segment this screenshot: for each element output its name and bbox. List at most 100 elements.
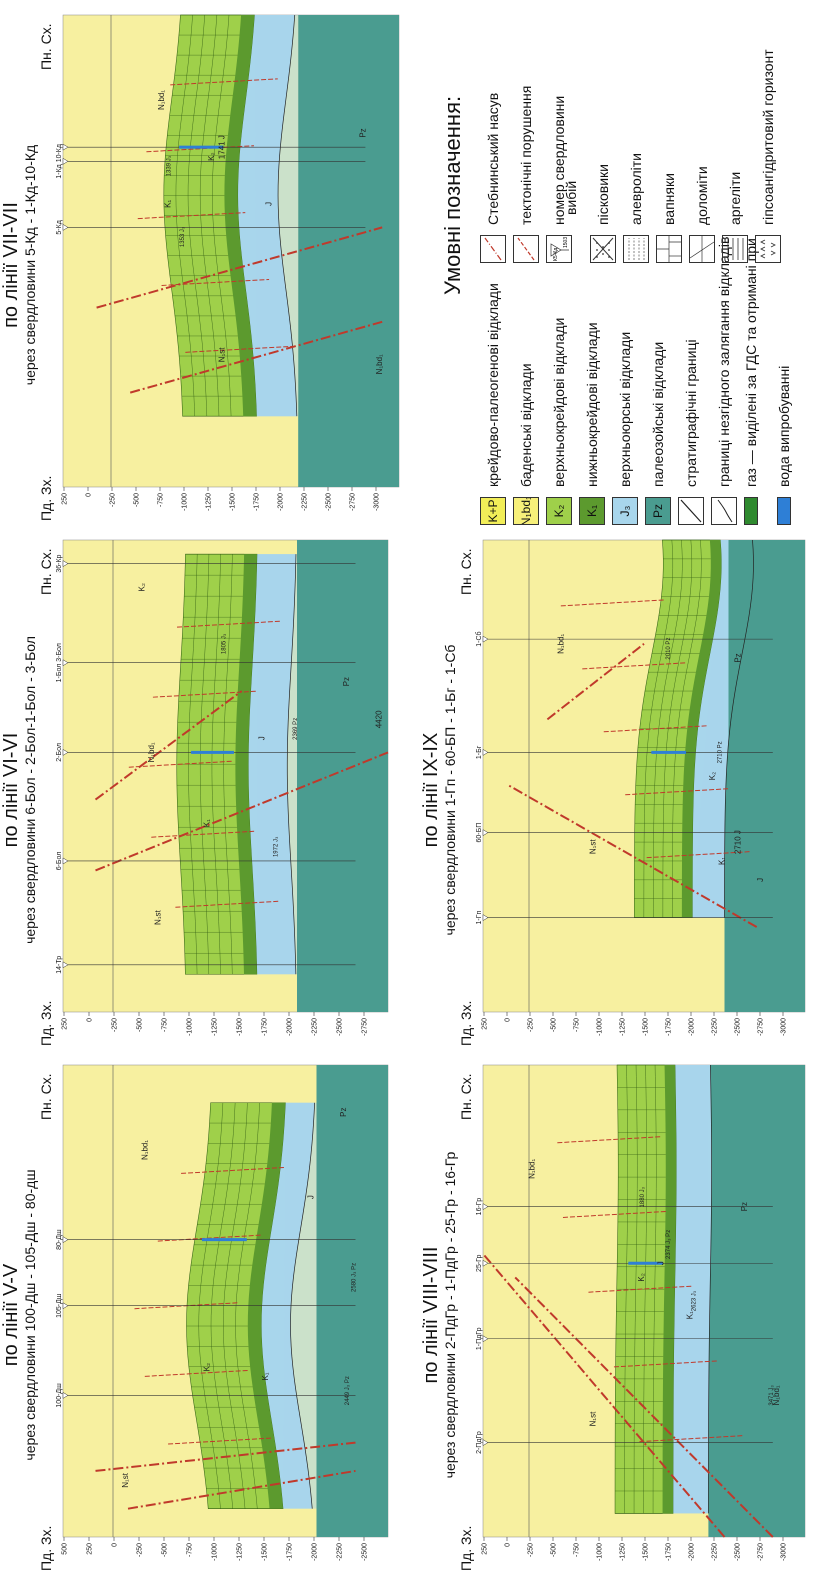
siltstone-icon [628,238,645,260]
panel-title: по лінії VIII-VIII [420,1246,442,1384]
legend-text: верхньокрейдові відклади [551,317,567,487]
well-label: 1-Бол 3-Бол [56,643,63,682]
y-tick-label: -1500 [643,1018,650,1036]
panel-v: по лінії V-V через свердловини 100-Дш - … [0,1055,415,1575]
sandstone-icon [592,237,614,261]
layer-label: 1339 J₃ [167,155,173,176]
y-tick-label: -1750 [666,1543,673,1561]
well-head-icon [482,1259,489,1267]
stebnyk-thrust-line [546,643,645,721]
stebnyk-thrust-line [129,320,383,394]
layer-label: J [264,202,273,206]
layer-label: N₁st [217,347,226,362]
tectonic-fault [170,78,278,86]
layer-label: K₁ [685,1311,694,1319]
y-tick-label: -2500 [326,493,333,511]
unconformity-line [277,14,298,417]
tectonic-fault [582,662,686,670]
layer-label: 1353 J₃ [180,226,186,247]
legend-swatch [590,235,616,263]
legend-item: K+P крейдово-палеогенові відклади [480,283,506,525]
legend-item: гіпсоангідритовий горизонт [755,49,781,263]
layer-label: 4420 [375,710,384,728]
legend-text: вода випробуванні [776,365,792,487]
layer-label: K₂ [137,583,146,591]
legend-item: пісковики [590,164,616,263]
tectonic-fault [560,599,664,607]
y-tick-label: -2000 [278,493,285,511]
stebnyk-thrust-line [96,226,383,309]
layer-label: Pz [734,653,743,662]
legend-swatch [480,235,506,263]
well-label: 60-БП [476,823,483,843]
y-tick-label: 0 [112,1543,119,1547]
jurassic-fill [256,554,297,975]
y-tick-label: -1000 [597,1018,604,1036]
y-tick-label: -3000 [374,493,381,511]
layer-label: N₁bd₁ [147,742,156,762]
y-tick-label: 250 [482,1018,489,1030]
tectonic-fault [562,1210,667,1218]
y-tick-label: -500 [137,1018,144,1032]
legend-item: J₃ верхньоюрські відклади [612,332,638,525]
panel-subtitle: через свердловини 6-Бол - 2-Бол-1-Бол - … [22,636,38,944]
east-label: Пн. Сх. [38,1073,54,1120]
y-tick-label: -1500 [262,1543,269,1561]
jurassic-fill [254,15,299,417]
y-tick-label: -1750 [254,493,261,511]
legend-item: K₁ нижньокрейдові відклади [579,322,605,525]
stebnyk-thrust-line [127,1469,356,1510]
y-tick-label: -250 [528,1018,535,1032]
cretaceous-lower-layer [224,15,257,417]
well-label: 1-Бг [476,745,483,759]
east-label: Пн. Сх. [38,548,54,595]
y-tick-label: -3000 [781,1018,788,1036]
panel-title: по лінії VII-VII [0,202,22,328]
limestone-icon [657,236,681,262]
well-head-icon [482,635,489,643]
layer-label: N₁bd₁ [772,1385,781,1405]
well-label: 5-Кд [56,220,63,234]
well-head-icon [62,223,69,231]
y-tick-label: -750 [187,1543,194,1557]
legend-swatch [689,235,715,263]
y-tick-label: -250 [137,1543,144,1557]
legend-text: верхньоюрські відклади [617,331,633,487]
y-tick-label: -3000 [781,1543,788,1561]
well-head-icon [62,1391,69,1399]
east-label: Пн. Сх. [38,23,54,70]
legend-swatch: K₁ [579,497,605,525]
y-tick-label: -2750 [758,1543,765,1561]
layer-label: J [656,1261,665,1265]
tectonic-fault [137,212,246,220]
legend-text: палеозойські відклади [650,341,666,487]
unconformity-line [724,539,754,918]
west-label: Пд. Зх. [38,475,54,521]
legend-swatch [678,497,704,525]
y-tick-label: 250 [62,493,69,505]
legend-swatch [755,235,781,263]
y-tick-label: -1000 [212,1543,219,1561]
well-head-icon [482,829,489,837]
y-tick-label: 250 [482,1543,489,1555]
west-label: Пд. Зх. [38,1000,54,1046]
well-head-icon [62,157,69,165]
well-head-icon [62,143,69,151]
well-label: 14-Тр [56,956,63,974]
panel-subtitle: через свердловини 2-ПдГр - 1-ПдГр - 25-Г… [442,1151,458,1479]
well-head-icon [62,1236,69,1244]
legend-swatch [777,497,791,525]
y-tick-label: -750 [162,1018,169,1032]
y-tick-label: 250 [62,1018,69,1030]
layer-label: N₁bd₁ [375,354,384,374]
panel-subtitle: через свердловини 1-Гп - 60-БП - 1-Бг - … [442,644,458,936]
tectonic-fault [181,1166,286,1174]
y-tick-label: 500 [62,1543,69,1555]
legend-item: газ — виділені за ГДС та отримані при [743,238,759,525]
panel-vi: по лінії VI-VI через свердловини 6-Бол -… [0,530,415,1050]
layer-label: N₁st [121,1472,130,1487]
argillite-icon [727,238,744,260]
y-tick-label: -2500 [362,1543,369,1561]
tectonic-fault [175,900,280,908]
